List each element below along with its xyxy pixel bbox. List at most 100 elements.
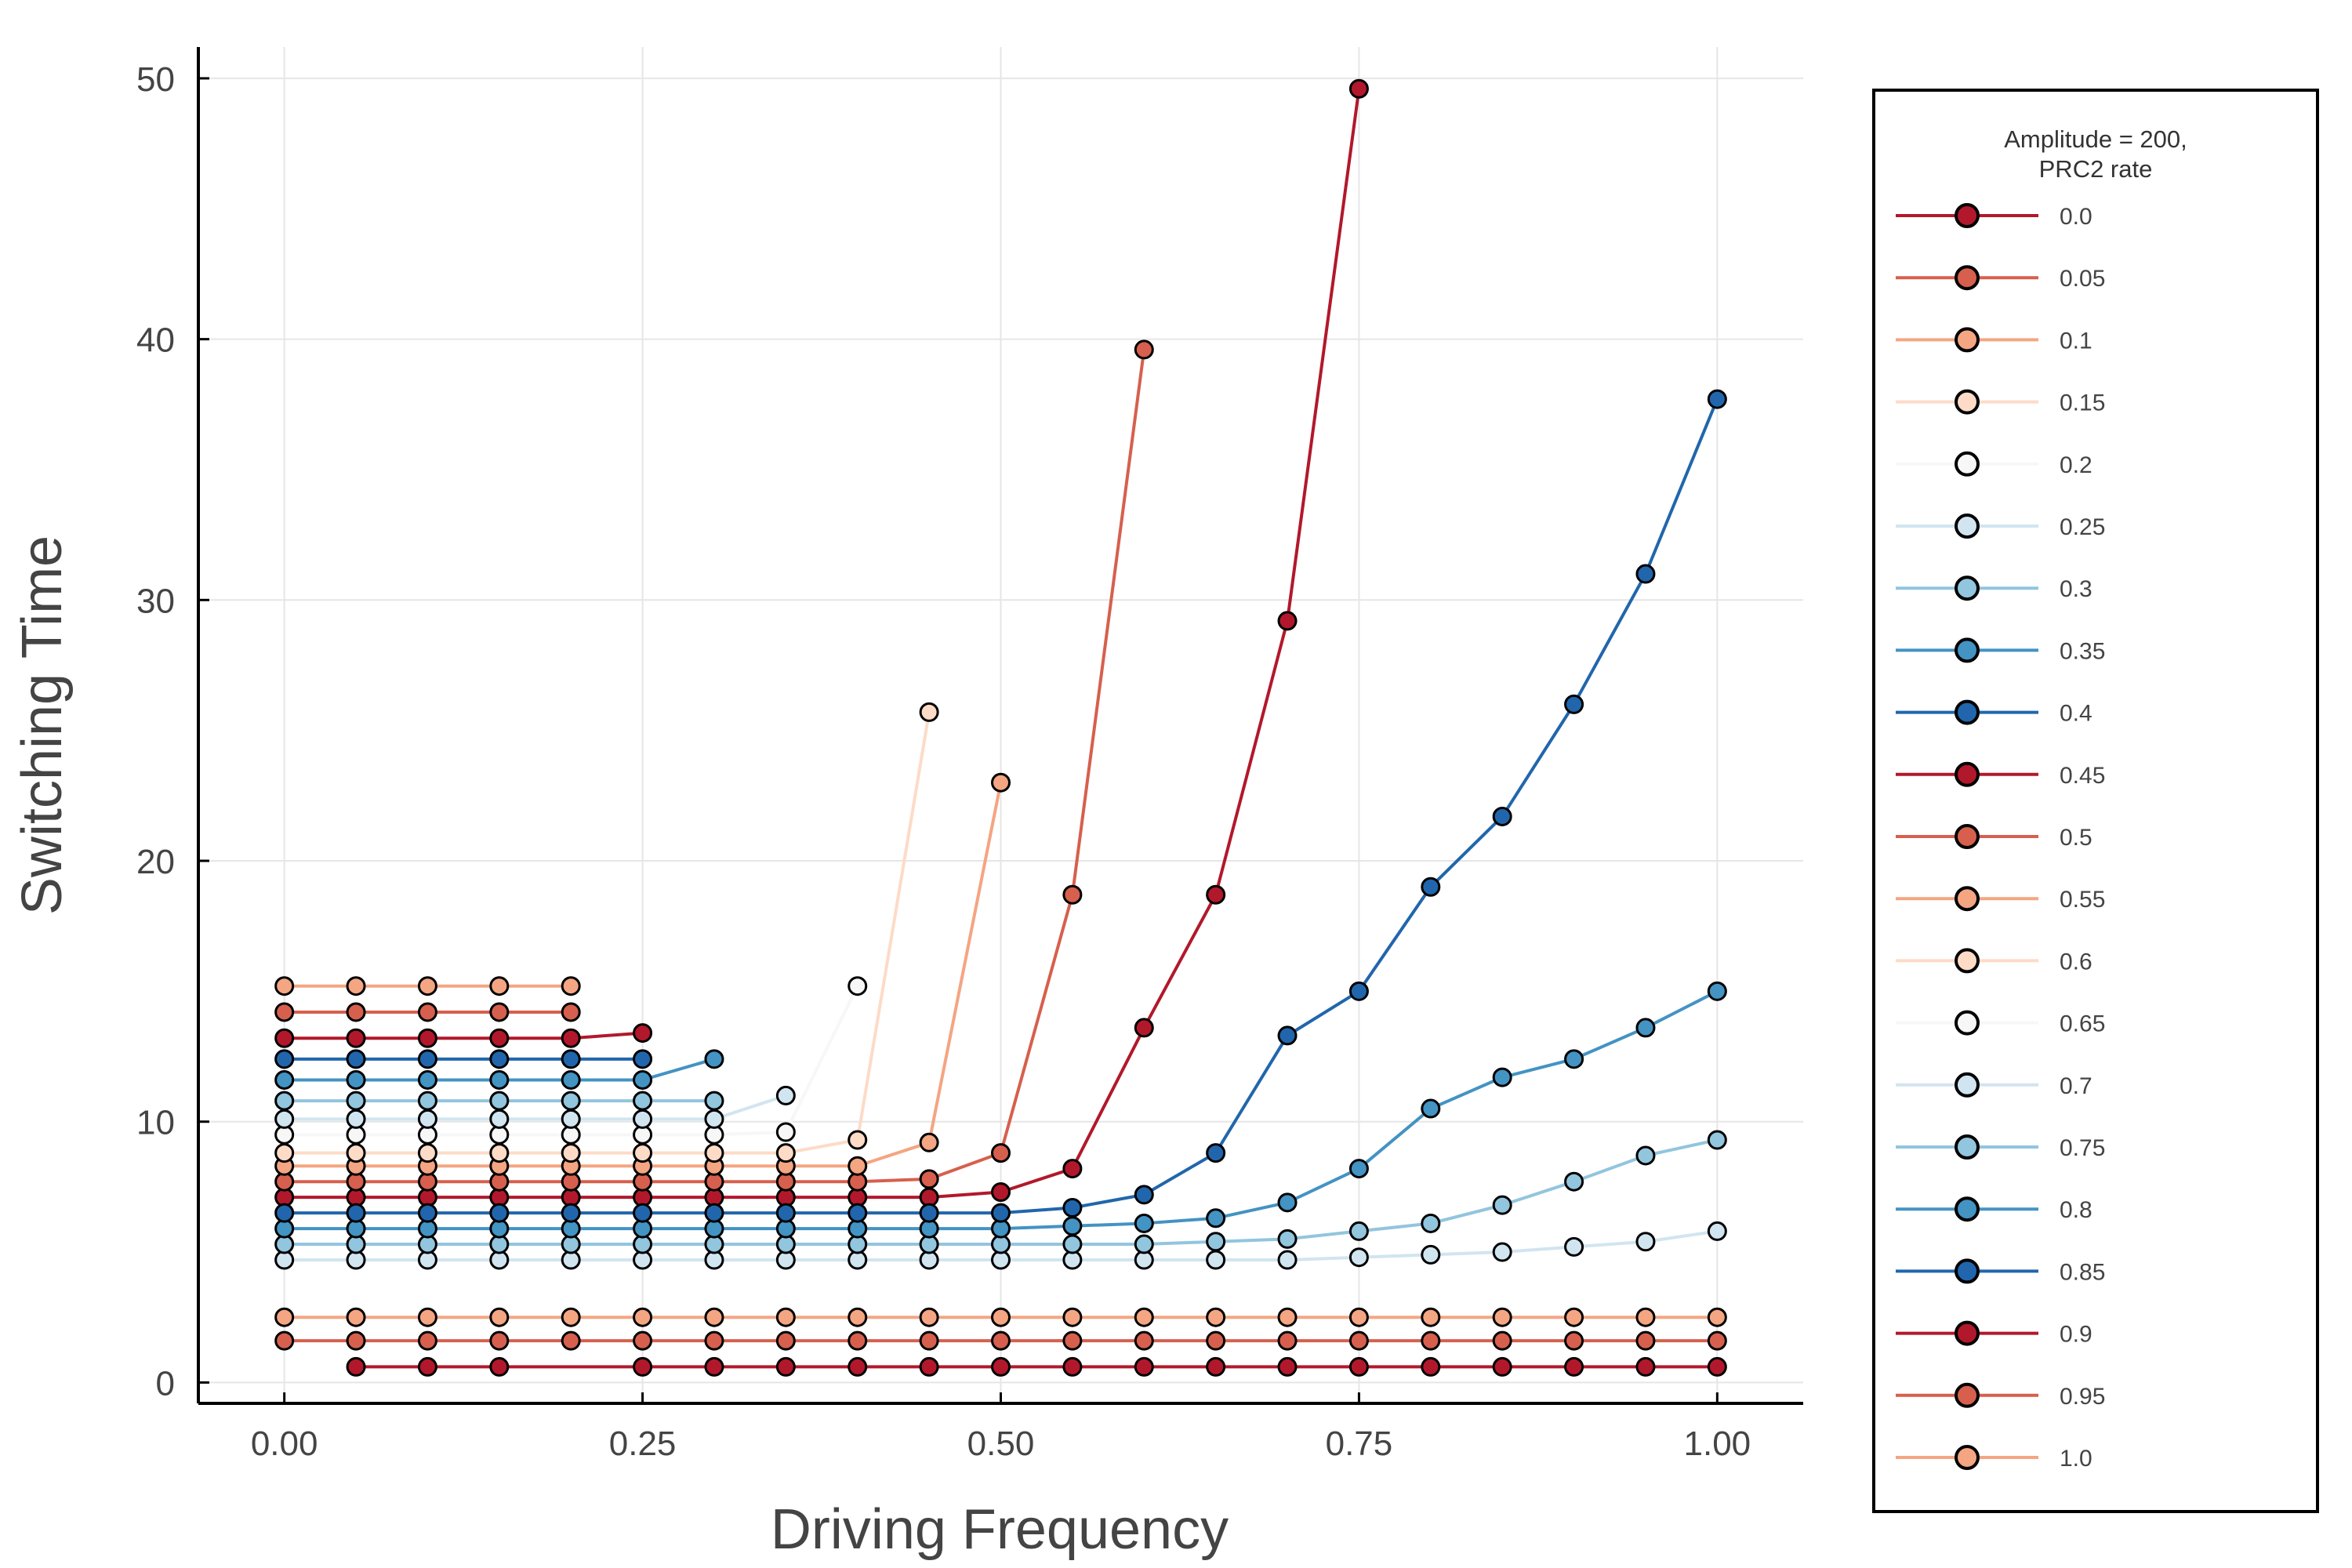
data-point-0.95-18 (1564, 1330, 1584, 1351)
y-tick-label-5: 50 (136, 60, 175, 99)
data-point-0.85-17 (1492, 806, 1512, 826)
data-point-0.2-0 (848, 976, 868, 996)
legend-label-0.9: 0.9 (2060, 1322, 2092, 1348)
data-point-0.95-6 (704, 1330, 724, 1351)
legend-title-line-0: Amplitude = 200, (2004, 125, 2187, 153)
data-point-0.95-9 (919, 1330, 939, 1351)
data-point-1.0-12 (1134, 1307, 1154, 1327)
data-point-0.95-7 (775, 1330, 796, 1351)
data-point-0.75-16 (1421, 1213, 1441, 1233)
legend-label-0.85: 0.85 (2060, 1259, 2105, 1285)
data-point-0.9-17 (1635, 1356, 1656, 1377)
data-point-0.8-11 (1062, 1216, 1083, 1236)
data-point-0.9-15 (1492, 1356, 1512, 1377)
legend-swatch-marker-0.45 (1955, 761, 1980, 787)
data-point-0.8-15 (1348, 1159, 1369, 1179)
legend-swatch-marker-0.4 (1955, 699, 1980, 725)
axes-layer: 0.00 0.25 0.50 0.75 1.00 0 10 20 30 40 50 (136, 47, 1803, 1463)
legend-label-0.5: 0.5 (2060, 825, 2092, 851)
data-point-0.75-17 (1492, 1195, 1512, 1215)
data-point-0.05-2 (991, 1143, 1011, 1163)
legend-item-0.7: 0.7 (1896, 1072, 2092, 1099)
legend-swatch-marker-0.8 (1955, 1196, 1980, 1222)
data-point-0.45-5 (274, 1028, 295, 1048)
legend-item-0.25: 0.25 (1896, 514, 2105, 540)
data-point-0.85-15 (1348, 981, 1369, 1001)
series-layer (274, 78, 1727, 1377)
data-point-0.85-18 (1564, 694, 1584, 714)
y-axis-label: Switching Time (11, 535, 74, 915)
data-point-0.0-5 (991, 1182, 1011, 1203)
data-point-1.0-4 (561, 1307, 581, 1327)
data-point-0.55-0 (561, 976, 581, 996)
data-point-0.95-12 (1134, 1330, 1154, 1351)
legend-swatch-marker-0.85 (1955, 1258, 1980, 1284)
series-1.0 (274, 1307, 1727, 1327)
data-point-0.95-19 (1635, 1330, 1656, 1351)
legend-label-0.05: 0.05 (2060, 266, 2105, 292)
legend-swatch-marker-0.35 (1955, 637, 1980, 663)
legend-item-1.0: 1.0 (1896, 1445, 2092, 1472)
data-point-0.1-1 (919, 1132, 939, 1152)
data-point-0.7-20 (1707, 1221, 1727, 1241)
series-0.75 (274, 1130, 1727, 1254)
series-0.25 (274, 1085, 796, 1129)
data-point-0.4-1 (561, 1049, 581, 1069)
data-point-0.85-9 (919, 1203, 939, 1223)
data-point-0.1-2 (848, 1156, 868, 1176)
legend-item-0.05: 0.05 (1896, 265, 2105, 292)
data-point-0.3-2 (561, 1091, 581, 1111)
y-tick-label-4: 40 (136, 321, 175, 360)
data-point-0.8-12 (1134, 1213, 1154, 1233)
data-point-0.75-11 (1062, 1234, 1083, 1254)
data-point-0.75-13 (1206, 1232, 1226, 1252)
data-point-0.95-15 (1348, 1330, 1369, 1351)
data-point-0.25-0 (775, 1085, 796, 1105)
data-point-0.9-0 (346, 1356, 366, 1377)
data-point-0.0-3 (1134, 1018, 1154, 1038)
legend-swatch-marker-0.1 (1955, 327, 1980, 353)
data-point-0.85-13 (1206, 1143, 1226, 1163)
data-point-0.35-3 (489, 1069, 510, 1090)
data-point-0.0-2 (1206, 884, 1226, 905)
data-point-0.1-0 (991, 772, 1011, 793)
series-0.35 (274, 1049, 724, 1090)
data-point-0.85-20 (1707, 389, 1727, 409)
data-point-0.15-2 (775, 1143, 796, 1163)
legend-item-0.8: 0.8 (1896, 1196, 2092, 1223)
data-point-0.2-1 (775, 1122, 796, 1142)
data-point-1.0-20 (1707, 1307, 1727, 1327)
data-point-0.15-8 (346, 1143, 366, 1163)
data-point-0.8-17 (1492, 1067, 1512, 1087)
data-point-0.4-5 (274, 1049, 295, 1069)
data-point-1.0-0 (274, 1307, 295, 1327)
data-point-0.9-9 (1062, 1356, 1083, 1377)
legend-swatch-marker-1.0 (1955, 1445, 1980, 1470)
data-point-0.95-17 (1492, 1330, 1512, 1351)
legend-label-0.2: 0.2 (2060, 452, 2092, 478)
x-tick-label-4: 1.00 (1684, 1425, 1751, 1463)
legend-label-0.45: 0.45 (2060, 763, 2105, 789)
data-point-0.95-13 (1206, 1330, 1226, 1351)
legend-item-0.6: 0.6 (1896, 948, 2092, 975)
legend-swatch-marker-0.3 (1955, 575, 1980, 601)
data-point-1.0-17 (1492, 1307, 1512, 1327)
data-point-0.95-11 (1062, 1330, 1083, 1351)
data-point-0.9-13 (1348, 1356, 1369, 1377)
data-point-0.9-7 (919, 1356, 939, 1377)
legend-swatch-marker-0.5 (1955, 824, 1980, 849)
legend-label-0.6: 0.6 (2060, 949, 2092, 975)
legend-label-0.95: 0.95 (2060, 1384, 2105, 1410)
series-line-0.0 (284, 88, 1361, 1200)
series-0.8 (274, 981, 1727, 1239)
data-point-0.15-7 (417, 1143, 437, 1163)
data-point-0.25-3 (561, 1109, 581, 1129)
series-0.4 (274, 1049, 653, 1069)
data-point-0.85-12 (1134, 1185, 1154, 1205)
legend-label-0.7: 0.7 (2060, 1073, 2092, 1099)
data-point-0.25-5 (417, 1109, 437, 1129)
data-point-0.25-1 (704, 1109, 724, 1129)
series-0.05 (274, 339, 1154, 1192)
legend-label-0.8: 0.8 (2060, 1197, 2092, 1223)
data-point-0.85-1 (346, 1203, 366, 1223)
